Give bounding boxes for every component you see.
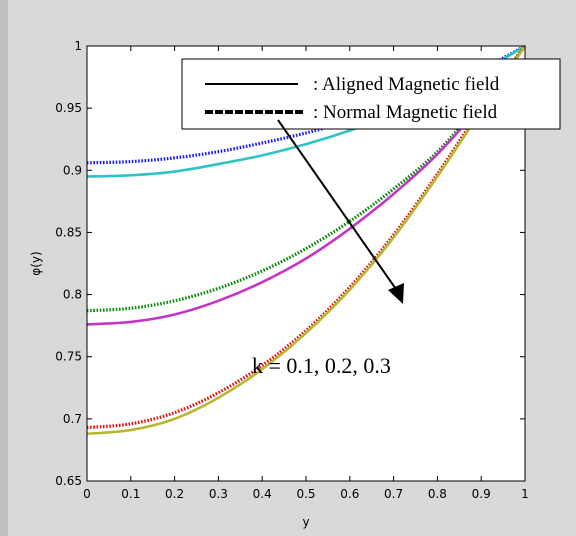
x-tick-label: 0.9 <box>472 487 491 501</box>
annotation-arrow <box>277 119 399 293</box>
x-tick-label: 0.2 <box>165 487 184 501</box>
y-tick-label: 1 <box>74 39 82 53</box>
series-line-5 <box>86 45 527 436</box>
legend-entry-aligned: : Aligned Magnetic field <box>313 74 500 95</box>
y-tick-label: 0.95 <box>55 101 82 115</box>
y-tick-label: 0.75 <box>55 350 82 364</box>
annotation: k = 0.1, 0.2, 0.3 <box>252 119 404 378</box>
y-tick-label: 0.65 <box>55 474 82 488</box>
legend: : Aligned Magnetic field : Normal Magnet… <box>181 58 561 130</box>
x-tick-label: 0.8 <box>428 487 447 501</box>
legend-box <box>181 58 561 130</box>
legend-entry-normal: : Normal Magnetic field <box>313 102 498 123</box>
x-tick-label: 0.4 <box>253 487 272 501</box>
y-axis-label: φ(y) <box>29 251 43 275</box>
x-tick-label: 1 <box>521 487 529 501</box>
x-tick-label: 0.1 <box>121 487 140 501</box>
series-line-0 <box>86 44 526 165</box>
y-tick-label: 0.9 <box>63 163 82 177</box>
series-line-3 <box>86 45 527 326</box>
y-tick-label: 0.7 <box>63 412 82 426</box>
x-tick-label: 0.3 <box>209 487 228 501</box>
x-tick-label: 0.7 <box>384 487 403 501</box>
annotation-arrow-head <box>388 283 404 304</box>
x-tick-label: 0 <box>83 487 91 501</box>
x-axis-label: y <box>302 515 309 529</box>
x-tick-label: 0.6 <box>340 487 359 501</box>
series-line-2 <box>86 45 527 313</box>
y-tick-label: 0.85 <box>55 225 82 239</box>
y-tick-label: 0.8 <box>63 288 82 302</box>
x-tick-label: 0.5 <box>296 487 315 501</box>
annotation-label: k = 0.1, 0.2, 0.3 <box>252 353 391 378</box>
